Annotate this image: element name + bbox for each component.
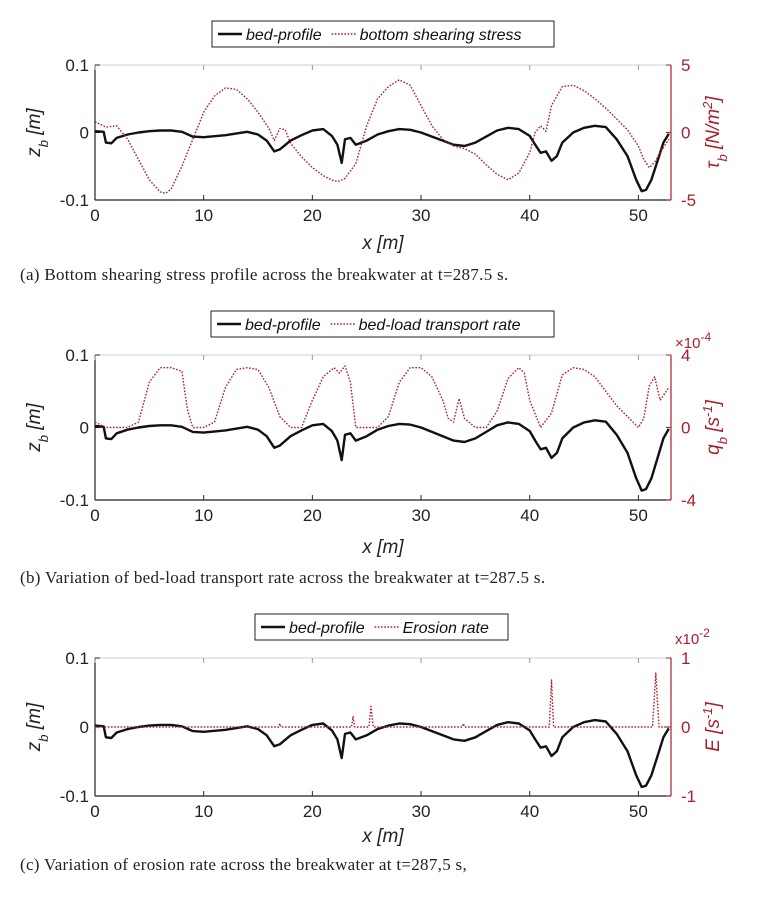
legend-label: bottom shearing stress	[360, 27, 522, 44]
caption-b: (b) Variation of bed-load transport rate…	[20, 568, 546, 587]
x-tick-label: 10	[194, 206, 213, 225]
legend-label: bed-profile	[245, 317, 321, 334]
legend-box	[211, 20, 555, 48]
y-right-exponent: ×10-4	[675, 330, 711, 352]
y-right-tick-label: 1	[681, 649, 690, 668]
series-line-secondary	[95, 79, 670, 195]
x-tick-label: 0	[90, 802, 99, 821]
y-right-tick-label: 0	[681, 419, 690, 438]
x-tick-label: 30	[412, 506, 431, 525]
y-left-axis-label: zb [m]	[24, 702, 51, 752]
x-tick-label: 20	[303, 506, 322, 525]
legend-label: bed-profile	[289, 620, 365, 637]
x-tick-label: 40	[520, 506, 539, 525]
legend-label: Erosion rate	[403, 620, 489, 637]
x-axis-label: x [m]	[361, 826, 404, 847]
x-tick-label: 50	[629, 506, 648, 525]
y-right-tick-label: 0	[681, 124, 690, 143]
y-right-axis-label: E [s-1]	[700, 701, 725, 751]
x-tick-label: 20	[303, 802, 322, 821]
y-right-tick-label: 5	[681, 56, 690, 75]
y-left-tick-label: 0	[80, 124, 89, 143]
y-right-exponent: x10-2	[675, 626, 710, 648]
x-tick-label: 40	[520, 206, 539, 225]
x-tick-label: 20	[303, 206, 322, 225]
y-left-tick-label: 0	[80, 718, 89, 737]
legend-label: bed-profile	[246, 27, 322, 44]
legend-label: bed-load transport rate	[359, 317, 521, 334]
y-left-tick-label: -0.1	[60, 191, 89, 210]
legend-box	[210, 310, 555, 338]
x-tick-label: 50	[629, 206, 648, 225]
x-tick-label: 50	[629, 802, 648, 821]
y-right-tick-label: 0	[681, 718, 690, 737]
caption-c: (c) Variation of erosion rate across the…	[20, 855, 468, 874]
y-left-tick-label: 0.1	[65, 649, 89, 668]
x-tick-label: 0	[90, 506, 99, 525]
y-left-axis-label: zb [m]	[24, 403, 51, 453]
y-right-tick-label: -5	[681, 191, 696, 210]
series-line-secondary	[95, 672, 669, 728]
x-tick-label: 30	[412, 206, 431, 225]
y-right-tick-label: 4	[681, 346, 690, 365]
x-axis-label: x [m]	[361, 537, 404, 558]
y-right-axis-label: τb [N/m2]	[700, 96, 730, 169]
chart-b: 0 10 20 30 40 50-0.100.1-404×10-4x [m]zb [m]q…	[24, 310, 730, 558]
caption-a: (a) Bottom shearing stress profile acros…	[20, 265, 509, 284]
y-left-tick-label: -0.1	[60, 491, 89, 510]
y-right-tick-label: -4	[681, 491, 696, 510]
panel-b: 0 10 20 30 40 50 -0.1 0 0.1 -4 0 4 ×10-4 x [m] zb [m] q…	[0, 300, 761, 600]
y-left-tick-label: 0.1	[65, 346, 89, 365]
y-right-tick-label: -1	[681, 787, 696, 806]
x-tick-label: 0	[90, 206, 99, 225]
series-line-bed-profile	[95, 124, 670, 193]
y-right-axis-label: qb [s-1]	[700, 399, 730, 454]
panel-c: 0 10 20 30 40 50 -0.1 0 0.1 -1 0 1 x10-2 x [m] zb [m] E…	[0, 600, 761, 905]
series-line-bed-profile	[95, 718, 670, 789]
x-tick-label: 30	[412, 802, 431, 821]
y-left-tick-label: 0.1	[65, 56, 89, 75]
y-left-tick-label: 0	[80, 419, 89, 438]
series-line-secondary	[95, 365, 670, 429]
y-left-tick-label: -0.1	[60, 787, 89, 806]
x-tick-label: 10	[194, 506, 213, 525]
x-tick-label: 10	[194, 802, 213, 821]
y-left-axis-label: zb [m]	[24, 108, 51, 158]
x-tick-label: 40	[520, 802, 539, 821]
x-axis-label: x [m]	[361, 233, 404, 254]
series-line-bed-profile	[95, 419, 670, 492]
panel-a: 0 10 20 30 40 50 -0.1 0 0.1 -5 0 5 x [m] zb [m] τb [N/…	[0, 0, 761, 300]
